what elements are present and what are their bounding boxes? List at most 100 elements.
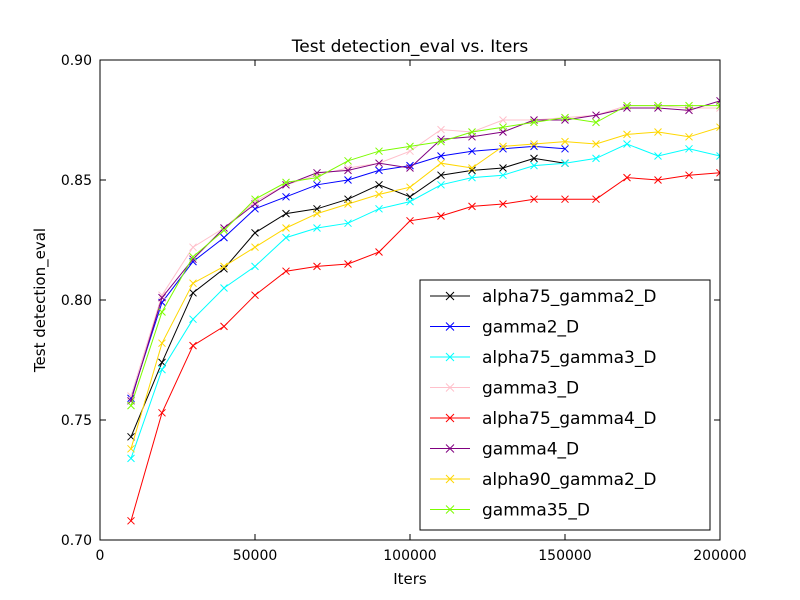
data-point-alpha75-gamma3-d bbox=[406, 197, 414, 206]
legend-label: gamma2_D bbox=[482, 318, 579, 338]
data-point-alpha75-gamma4-d bbox=[220, 322, 228, 331]
series-line-alpha75-gamma4-d bbox=[130, 172, 720, 521]
data-point-alpha90-gamma2-d bbox=[468, 164, 476, 172]
data-point-alpha75-gamma4-d bbox=[158, 408, 166, 417]
data-point-gamma4-d bbox=[406, 164, 414, 172]
data-point-alpha75-gamma3-d bbox=[189, 315, 197, 324]
data-point-gamma2-d bbox=[437, 152, 445, 160]
data-point-alpha75-gamma4-d bbox=[623, 173, 631, 182]
data-point-gamma2-d bbox=[468, 147, 476, 156]
data-point-alpha90-gamma2-d bbox=[220, 262, 228, 271]
data-point-alpha75-gamma4-d bbox=[716, 168, 720, 177]
legend-swatch-marker bbox=[445, 322, 455, 331]
y-tick-label: 0.85 bbox=[61, 173, 92, 189]
legend-swatch-marker bbox=[445, 383, 455, 392]
data-point-gamma2-d bbox=[282, 192, 290, 201]
legend-swatch-marker bbox=[445, 413, 455, 423]
data-point-alpha90-gamma2-d bbox=[623, 130, 631, 139]
data-point-alpha90-gamma2-d bbox=[251, 243, 259, 252]
data-point-alpha90-gamma2-d bbox=[561, 137, 569, 146]
data-point-alpha90-gamma2-d bbox=[654, 128, 662, 136]
data-point-alpha90-gamma2-d bbox=[282, 224, 290, 232]
x-tick-label: 150000 bbox=[538, 548, 591, 564]
data-point-gamma4-d bbox=[592, 111, 600, 120]
data-point-alpha75-gamma4-d bbox=[406, 216, 414, 225]
data-point-alpha75-gamma2-d bbox=[158, 358, 166, 367]
data-point-alpha90-gamma2-d bbox=[189, 279, 197, 288]
legend-label: gamma3_D bbox=[482, 379, 579, 399]
legend-box bbox=[419, 279, 711, 531]
data-point-alpha75-gamma3-d bbox=[127, 454, 135, 463]
data-point-alpha75-gamma3-d bbox=[716, 152, 720, 160]
data-point-alpha75-gamma3-d bbox=[468, 173, 476, 182]
data-point-alpha90-gamma2-d bbox=[530, 140, 538, 148]
data-point-alpha75-gamma4-d bbox=[127, 516, 135, 525]
data-point-alpha75-gamma3-d bbox=[344, 219, 352, 228]
data-point-gamma35-d bbox=[437, 137, 445, 146]
data-point-gamma4-d bbox=[158, 293, 166, 302]
legend-item-gamma4-d: gamma4_D bbox=[430, 440, 579, 460]
data-point-alpha90-gamma2-d bbox=[716, 123, 720, 132]
data-point-alpha75-gamma3-d bbox=[561, 159, 569, 168]
x-axis-label: Iters bbox=[393, 570, 427, 588]
data-point-alpha90-gamma2-d bbox=[592, 140, 600, 148]
data-point-alpha75-gamma3-d bbox=[592, 154, 600, 163]
data-point-alpha75-gamma4-d bbox=[251, 291, 259, 300]
data-point-alpha75-gamma3-d bbox=[282, 233, 290, 242]
data-point-alpha75-gamma3-d bbox=[530, 161, 538, 170]
series-alpha75-gamma3-d bbox=[127, 140, 720, 463]
y-axis-label: Test detection_eval bbox=[31, 228, 50, 373]
data-point-gamma35-d bbox=[344, 156, 352, 165]
legend-item-alpha75-gamma3-d: alpha75_gamma3_D bbox=[430, 348, 656, 368]
data-point-alpha75-gamma2-d bbox=[251, 228, 259, 237]
series-line-alpha75-gamma3-d bbox=[130, 143, 720, 459]
data-point-alpha75-gamma4-d bbox=[468, 202, 476, 211]
legend-label: alpha75_gamma2_D bbox=[482, 287, 656, 307]
series-line-gamma35-d bbox=[130, 105, 720, 406]
data-point-alpha75-gamma2-d bbox=[220, 264, 228, 273]
legend-item-gamma2-d: gamma2_D bbox=[430, 318, 579, 338]
data-point-alpha75-gamma2-d bbox=[530, 154, 538, 163]
data-point-alpha90-gamma2-d bbox=[127, 444, 135, 453]
data-point-gamma35-d bbox=[375, 147, 383, 156]
legend-item-alpha90-gamma2-d: alpha90_gamma2_D bbox=[430, 470, 656, 490]
data-point-alpha75-gamma3-d bbox=[313, 224, 321, 232]
data-point-alpha75-gamma4-d bbox=[685, 171, 693, 180]
data-point-alpha75-gamma4-d bbox=[592, 195, 600, 204]
data-point-alpha90-gamma2-d bbox=[344, 200, 352, 208]
legend-item-alpha75-gamma2-d: alpha75_gamma2_D bbox=[430, 287, 656, 307]
series-line-gamma4-d bbox=[130, 100, 720, 401]
legend-label: alpha90_gamma2_D bbox=[482, 470, 656, 490]
data-point-gamma35-d bbox=[189, 252, 197, 261]
data-point-gamma4-d bbox=[220, 224, 228, 232]
data-point-gamma2-d bbox=[127, 394, 135, 403]
data-point-alpha75-gamma4-d bbox=[189, 341, 197, 350]
series-alpha90-gamma2-d bbox=[127, 123, 720, 453]
data-point-alpha75-gamma4-d bbox=[344, 260, 352, 268]
data-point-alpha75-gamma2-d bbox=[189, 288, 197, 297]
data-point-alpha75-gamma3-d bbox=[499, 171, 507, 180]
data-point-gamma35-d bbox=[685, 101, 693, 110]
data-point-alpha75-gamma3-d bbox=[251, 262, 259, 271]
series-gamma35-d bbox=[127, 101, 720, 410]
data-point-gamma35-d bbox=[623, 101, 631, 110]
data-point-gamma35-d bbox=[654, 101, 662, 110]
legend-swatch-marker bbox=[445, 474, 455, 484]
data-point-gamma35-d bbox=[282, 178, 290, 187]
data-point-alpha75-gamma4-d bbox=[437, 212, 445, 220]
y-axis: 0.70 0.75 0.80 0.85 0.90 bbox=[61, 53, 720, 549]
data-point-alpha75-gamma3-d bbox=[220, 284, 228, 292]
data-point-alpha75-gamma4-d bbox=[499, 200, 507, 208]
data-point-alpha75-gamma4-d bbox=[313, 262, 321, 271]
legend-swatch-marker bbox=[445, 505, 455, 514]
data-point-gamma4-d bbox=[344, 166, 352, 175]
data-point-gamma2-d bbox=[375, 166, 383, 175]
x-tick-label: 0 bbox=[96, 548, 105, 564]
data-point-gamma3-d bbox=[251, 197, 259, 206]
data-point-alpha75-gamma3-d bbox=[158, 365, 166, 374]
data-point-gamma2-d bbox=[220, 233, 228, 242]
data-point-gamma4-d bbox=[375, 159, 383, 168]
data-point-alpha75-gamma4-d bbox=[282, 267, 290, 276]
data-point-alpha75-gamma3-d bbox=[654, 152, 662, 160]
